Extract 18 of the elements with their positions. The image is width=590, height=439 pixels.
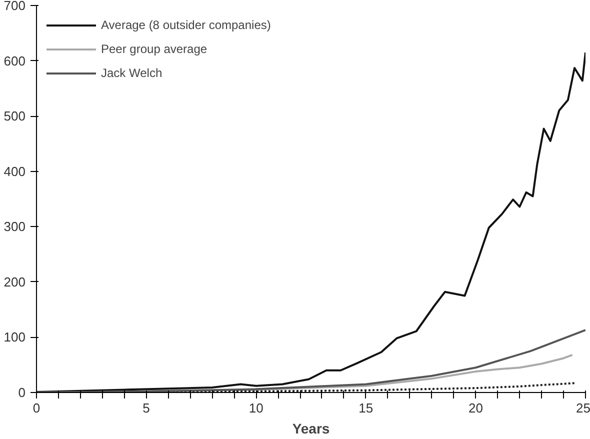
y-tick-label: 400 <box>4 164 26 179</box>
legend-label: Average (8 outsider companies) <box>101 18 271 32</box>
x-tick-label: 15 <box>358 400 374 416</box>
x-tick-label: 25 <box>576 400 590 416</box>
x-axis-title: Years <box>292 420 330 436</box>
x-tick-label: 10 <box>248 400 264 416</box>
y-tick-label: 0 <box>18 385 26 400</box>
y-tick-label: 500 <box>4 108 26 124</box>
x-tick-label: 5 <box>142 400 150 416</box>
x-tick-label: 20 <box>468 400 483 416</box>
y-tick-label: 200 <box>4 274 26 290</box>
legend-label: Peer group average <box>101 42 208 56</box>
x-tick-label: 0 <box>32 400 40 416</box>
y-tick-label: 600 <box>4 53 26 68</box>
legend-label: Jack Welch <box>101 66 162 80</box>
y-tick-label: 700 <box>4 0 26 13</box>
y-tick-label: 300 <box>4 219 26 234</box>
y-tick-label: 100 <box>4 330 26 345</box>
